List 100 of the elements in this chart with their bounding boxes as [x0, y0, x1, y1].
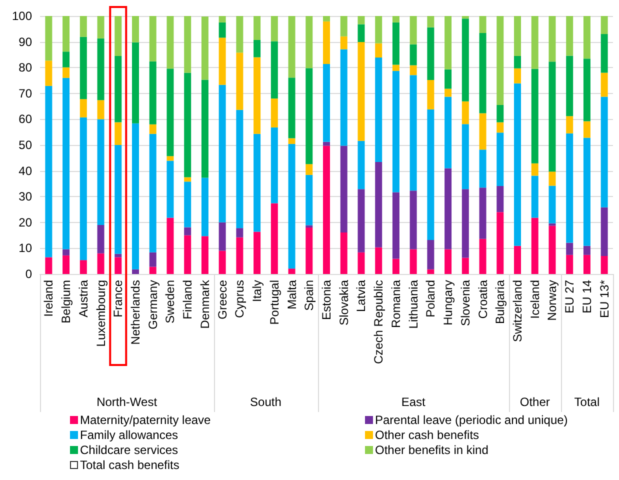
bar	[531, 68, 538, 164]
text: Total	[574, 395, 600, 409]
bar	[340, 36, 348, 50]
bar	[270, 98, 278, 128]
bar	[97, 100, 104, 120]
bar	[358, 252, 365, 274]
bar	[427, 16, 434, 28]
bar	[566, 16, 574, 56]
text: Total cash benefits	[80, 458, 180, 472]
x-tick-label: Switzerland	[510, 280, 524, 342]
bar	[444, 249, 452, 274]
bar	[80, 117, 87, 260]
bar	[548, 226, 556, 274]
bar	[375, 43, 382, 58]
bar	[218, 16, 226, 22]
bar	[201, 16, 208, 80]
bar	[583, 254, 590, 274]
x-tick-label: Austria	[76, 280, 90, 318]
bar	[566, 116, 574, 134]
x-tick-label: Bulgaria	[493, 280, 508, 324]
bar	[236, 110, 244, 228]
bar	[358, 140, 365, 190]
bar	[600, 16, 608, 34]
bar	[479, 113, 486, 150]
bar	[427, 240, 434, 270]
bar	[548, 172, 556, 186]
bar	[45, 86, 52, 258]
bar	[306, 174, 313, 226]
bar	[288, 78, 296, 138]
bar	[531, 16, 538, 69]
bar	[184, 16, 192, 73]
x-tick-label: Hungary	[441, 280, 456, 326]
bar	[444, 96, 452, 168]
y-tick-label: 70	[18, 86, 32, 100]
bar	[410, 249, 417, 274]
legend-label: Other cash benefits	[375, 428, 480, 442]
bar	[531, 176, 538, 218]
bar	[410, 44, 417, 66]
bar	[62, 67, 70, 78]
y-tick-label: 80	[18, 60, 32, 75]
bar	[166, 16, 174, 69]
text: East	[401, 395, 426, 409]
bar	[166, 160, 174, 218]
bar	[184, 227, 192, 236]
bar	[114, 257, 122, 274]
bar	[80, 99, 87, 118]
bar	[97, 16, 104, 38]
bar	[288, 144, 296, 269]
bar	[97, 38, 104, 100]
bar	[114, 145, 122, 254]
bar	[479, 238, 486, 274]
bar	[184, 177, 192, 182]
y-tick-label: 90	[18, 34, 32, 49]
bar	[218, 84, 226, 222]
bar	[410, 16, 417, 44]
bar	[201, 178, 208, 236]
bar	[479, 33, 486, 114]
bar	[583, 246, 590, 255]
bar	[236, 237, 244, 274]
bar	[358, 189, 365, 252]
bar	[600, 72, 608, 97]
bar	[583, 58, 590, 122]
x-tick-label: Finland	[180, 280, 195, 320]
legend-label: Family allowances	[80, 428, 178, 442]
bar	[62, 16, 70, 52]
x-tick-label: Iceland	[528, 280, 542, 319]
bar	[600, 96, 608, 208]
bar	[306, 16, 313, 68]
x-tick-label: Portugal	[267, 280, 282, 325]
bar	[600, 207, 608, 256]
bar	[340, 232, 348, 274]
y-tick-label: 60	[18, 112, 32, 126]
bar	[548, 223, 556, 226]
bar	[444, 168, 452, 250]
bar	[132, 269, 139, 274]
bar	[62, 78, 70, 250]
x-tick-label: Denmark	[198, 279, 212, 329]
x-tick-label: Czech Republic	[372, 280, 386, 364]
bar	[410, 190, 417, 250]
x-tick-label: Latvia	[354, 280, 368, 312]
x-tick-label: Spain	[302, 280, 316, 311]
x-tick-label: EU 14	[580, 280, 594, 314]
bar	[566, 242, 574, 255]
bar	[166, 218, 174, 274]
bar	[600, 256, 608, 274]
y-tick-label: 100	[12, 9, 32, 23]
bar	[392, 192, 400, 259]
y-tick-label: 0	[25, 267, 32, 281]
bar	[270, 127, 278, 204]
bar	[375, 16, 382, 44]
text: South	[250, 395, 282, 409]
bar	[427, 27, 434, 80]
bar	[62, 249, 70, 256]
bar	[462, 18, 469, 102]
bar	[288, 268, 296, 274]
y-tick-label: 50	[18, 138, 32, 152]
bar	[270, 203, 278, 274]
bar	[149, 252, 156, 267]
bar	[583, 121, 590, 138]
bar	[514, 16, 521, 56]
